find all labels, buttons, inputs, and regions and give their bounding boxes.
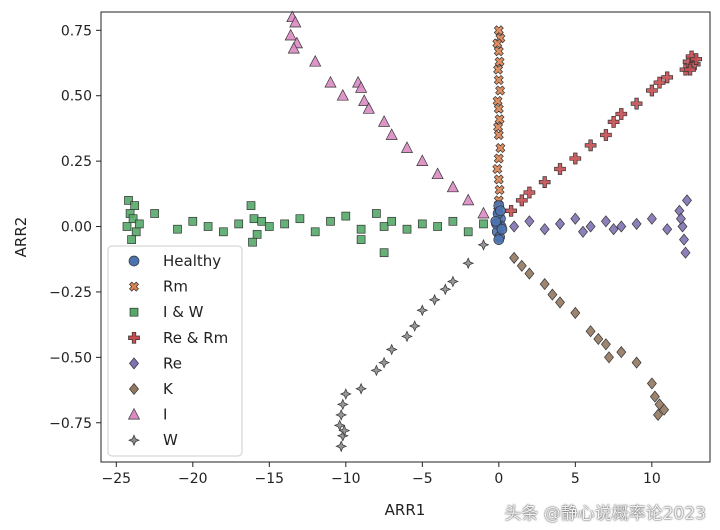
legend-label-k: K bbox=[163, 380, 174, 398]
data-point-i-w bbox=[246, 201, 256, 211]
y-tick-label: 0.25 bbox=[61, 154, 92, 170]
legend-marker-i-w bbox=[129, 307, 139, 317]
data-point-i-w bbox=[295, 214, 305, 224]
data-point-i-w bbox=[356, 224, 366, 234]
data-point-i-w bbox=[326, 216, 335, 226]
data-point-i-w bbox=[463, 227, 473, 237]
x-tick-label: 10 bbox=[643, 471, 661, 487]
legend-label-re: Re bbox=[163, 354, 182, 372]
data-point-i-w bbox=[252, 229, 262, 239]
legend-label-i: I bbox=[163, 406, 167, 424]
legend-box bbox=[107, 245, 243, 457]
y-tick-label: 0.00 bbox=[61, 220, 92, 236]
data-point-i-w bbox=[264, 222, 274, 231]
x-tick-label: −20 bbox=[178, 471, 208, 487]
legend-label-w: W bbox=[163, 431, 178, 449]
x-tick-label: 5 bbox=[571, 471, 580, 487]
data-point-healthy bbox=[494, 205, 506, 217]
data-point-i-w bbox=[341, 211, 351, 221]
data-point-i-w bbox=[173, 224, 182, 234]
x-tick-label: 0 bbox=[494, 471, 503, 487]
data-point-i-w bbox=[130, 201, 140, 211]
y-tick-label: 0.50 bbox=[61, 89, 92, 105]
data-point-i-w bbox=[131, 227, 141, 237]
data-point-i-w bbox=[122, 222, 132, 231]
watermark-text: 头条 @静心说概率论2023 bbox=[504, 504, 706, 524]
y-tick-label: −0.25 bbox=[49, 285, 92, 301]
legend-label-healthy: Healthy bbox=[163, 252, 221, 270]
data-point-i-w bbox=[379, 248, 389, 258]
x-tick-label: −15 bbox=[255, 471, 285, 487]
data-point-i-w bbox=[417, 219, 427, 229]
x-tick-label: −10 bbox=[331, 471, 361, 487]
data-point-i-w bbox=[448, 216, 458, 226]
data-point-healthy bbox=[496, 223, 508, 235]
data-point-i-w bbox=[280, 219, 290, 229]
data-point-i-w bbox=[479, 219, 488, 229]
y-tick-label: −0.50 bbox=[49, 350, 92, 366]
data-point-i-w bbox=[371, 209, 381, 218]
data-point-i-w bbox=[188, 216, 198, 226]
data-point-i-w bbox=[310, 227, 320, 237]
x-tick-label: −5 bbox=[412, 471, 433, 487]
data-point-i-w bbox=[387, 216, 397, 226]
data-point-i-w bbox=[127, 235, 137, 245]
legend-label-re-rm: Re & Rm bbox=[163, 329, 228, 347]
data-point-i-w bbox=[356, 235, 366, 245]
y-tick-label: −0.75 bbox=[49, 416, 92, 432]
y-tick-label: 0.75 bbox=[61, 23, 92, 39]
x-tick-label: −25 bbox=[102, 471, 132, 487]
legend-label-i-w: I & W bbox=[163, 303, 204, 321]
data-point-i-w bbox=[433, 222, 443, 231]
data-point-i-w bbox=[379, 222, 389, 231]
data-point-i-w bbox=[249, 214, 259, 224]
data-point-i-w bbox=[134, 219, 144, 229]
data-point-i-w bbox=[150, 209, 160, 218]
data-point-i-w bbox=[234, 219, 244, 229]
data-point-i-w bbox=[402, 224, 412, 234]
data-point-healthy bbox=[493, 234, 505, 246]
data-point-i-w bbox=[248, 237, 257, 247]
y-axis-title: ARR2 bbox=[12, 217, 30, 258]
legend-label-rm: Rm bbox=[163, 278, 188, 296]
data-point-i-w bbox=[257, 216, 267, 226]
data-point-i-w bbox=[203, 222, 213, 231]
data-point-i-w bbox=[218, 227, 228, 237]
legend: Healthy Rm I & W Re & Rm Re KIW bbox=[107, 245, 243, 457]
legend-marker-healthy bbox=[128, 255, 140, 267]
x-axis-title: ARR1 bbox=[385, 501, 426, 519]
